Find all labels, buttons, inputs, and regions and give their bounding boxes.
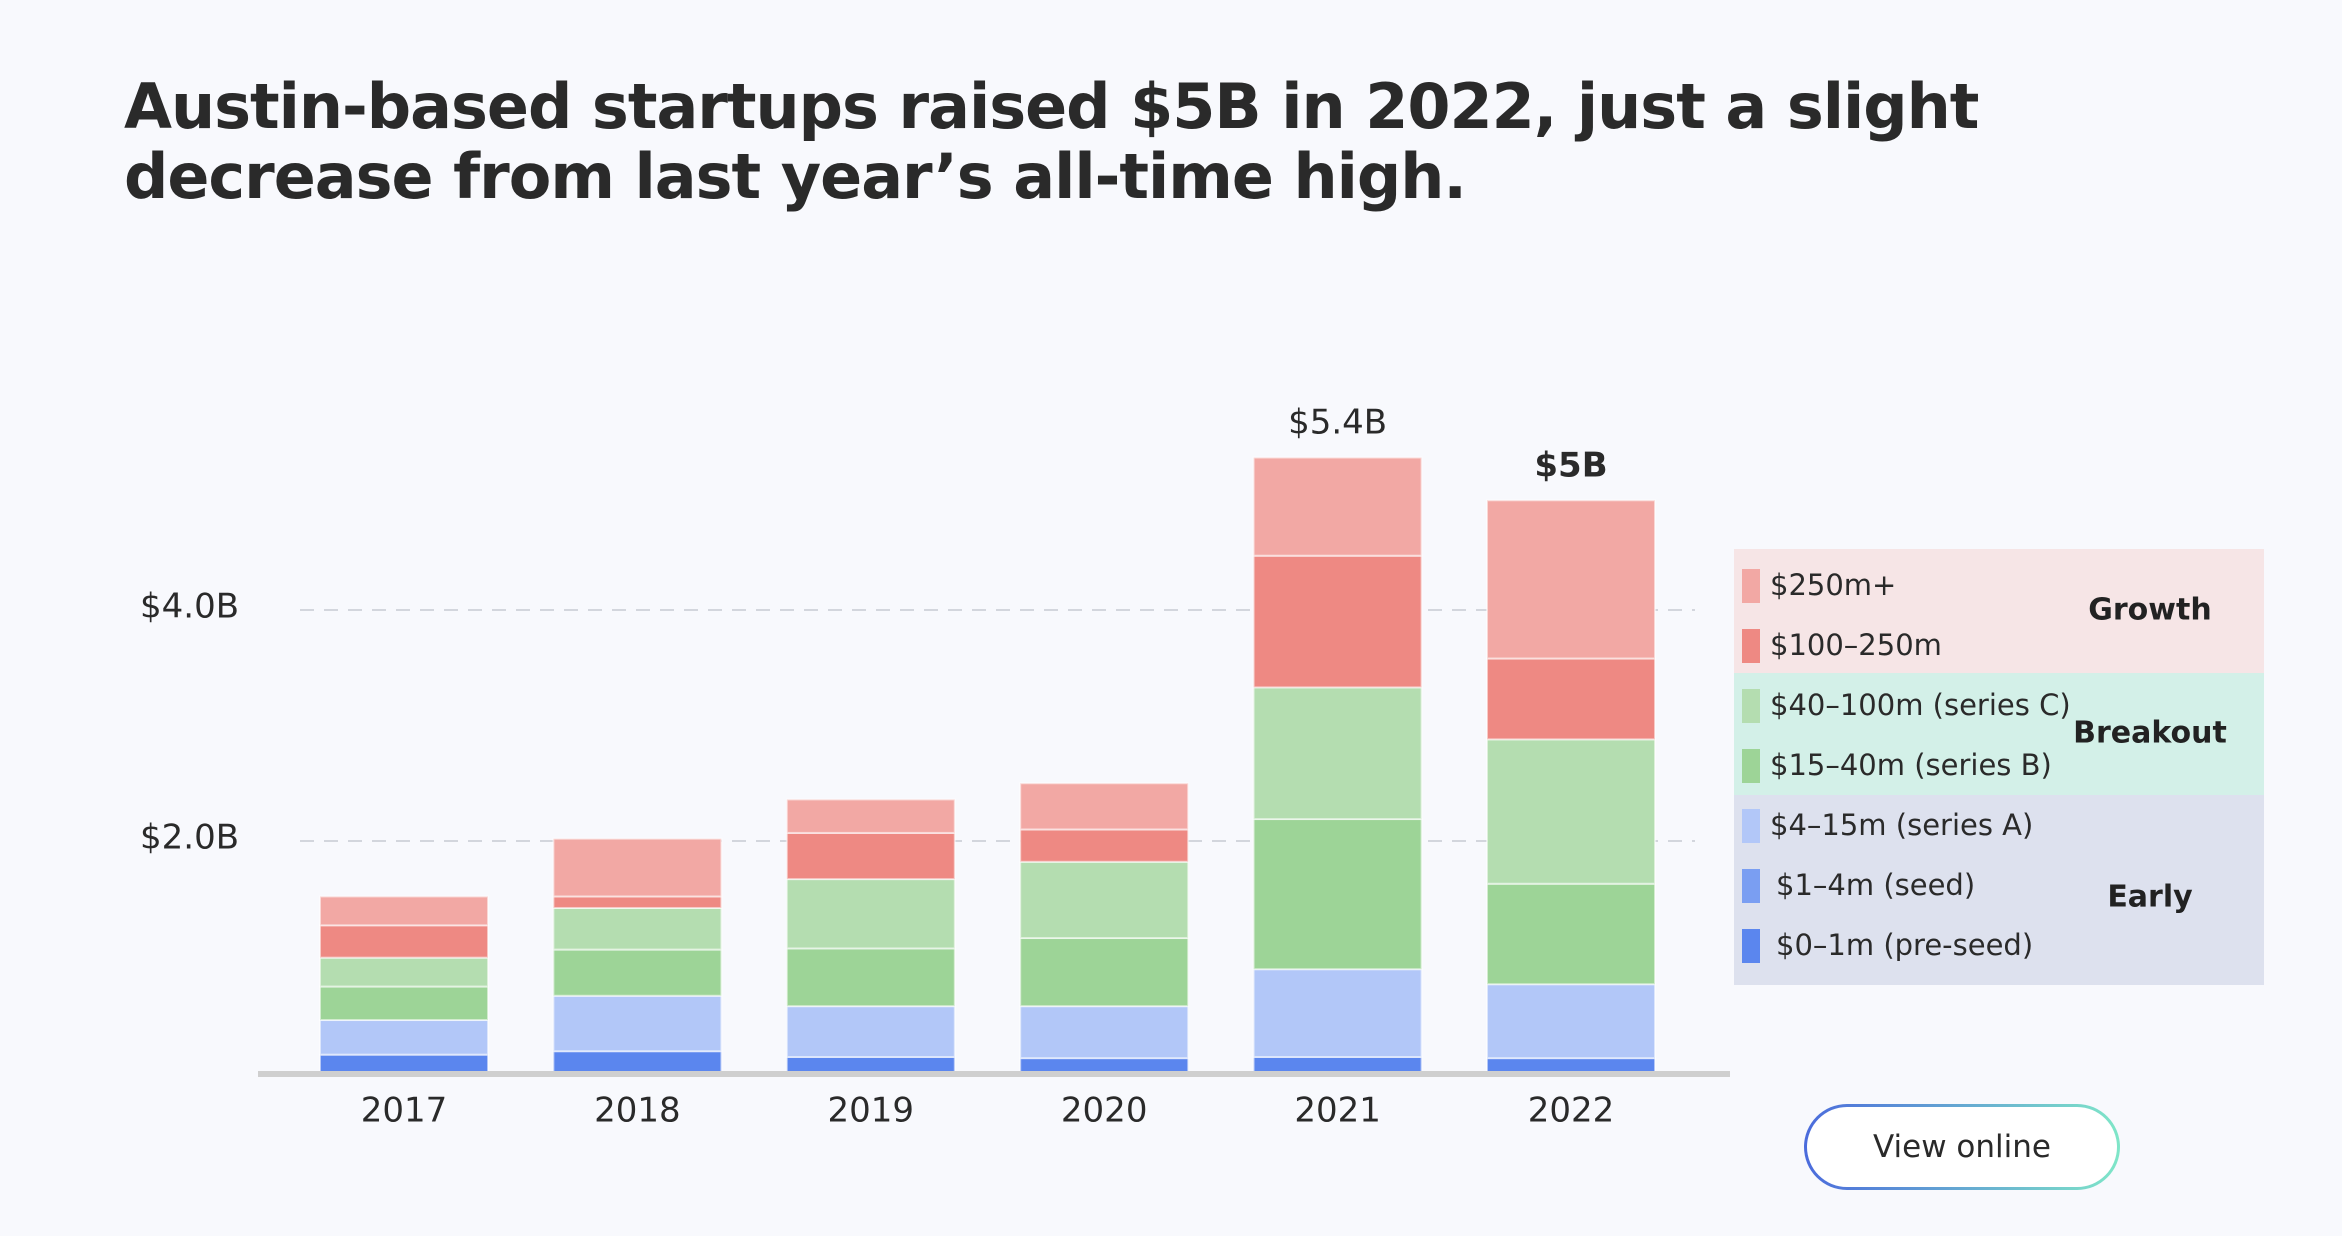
bar-segment	[1252, 1055, 1423, 1073]
bar-segment	[1019, 860, 1190, 940]
bar-segment	[785, 947, 956, 1008]
bar-segment	[552, 1050, 723, 1073]
legend-swatch	[1742, 929, 1760, 963]
bars	[319, 456, 1656, 1074]
bar-segment	[319, 924, 489, 959]
bar-segment	[319, 1053, 489, 1074]
x-tick-label: 2020	[1061, 1091, 1148, 1131]
bar-total-label: $5.4B	[1288, 403, 1387, 443]
y-tick-label: $2.0B	[140, 818, 239, 858]
bar-segment	[1019, 1005, 1190, 1060]
bar-segment	[319, 1019, 489, 1056]
legend-swatch	[1742, 689, 1760, 723]
bar-segment	[1486, 1057, 1656, 1074]
legend-item-label: $4–15m (series A)	[1770, 808, 2033, 842]
bar-segment	[1486, 499, 1656, 660]
legend-swatch	[1742, 809, 1760, 843]
bar-segment	[1252, 456, 1423, 557]
legend-group-label: Breakout	[2073, 716, 2227, 751]
bar-segment	[319, 956, 489, 988]
bar-segment	[1486, 882, 1656, 986]
bar-segment	[785, 798, 956, 834]
bar-segment	[1252, 818, 1423, 971]
bar-segment	[1252, 968, 1423, 1058]
bar-segment	[319, 895, 489, 927]
y-tick-label: $4.0B	[140, 587, 239, 627]
x-tick-label: 2018	[594, 1091, 681, 1131]
legend-item-label: $0–1m (pre-seed)	[1776, 928, 2033, 962]
legend-swatch	[1742, 869, 1760, 903]
legend-swatch	[1742, 629, 1760, 663]
legend-group-early	[1734, 795, 2264, 985]
bar-segment	[1252, 554, 1423, 689]
legend-group-growth	[1734, 549, 2264, 673]
legend: Growth $250m+ $100–250m Breakout$40–100m (s…	[1734, 549, 2264, 985]
bar-segment	[552, 994, 723, 1053]
bar-segment	[1486, 657, 1656, 741]
legend-group-label: Early	[2107, 880, 2193, 915]
legend-item-label: $100–250m	[1770, 628, 1942, 662]
legend-swatch	[1742, 569, 1760, 603]
axes: $2.0B $4.0B 2017 2018 2019 2020 2021 $5.4B 2022 $…	[140, 403, 1730, 1131]
bar-segment	[785, 831, 956, 881]
bar-segment	[552, 906, 723, 951]
bar-segment	[552, 837, 723, 898]
legend-swatch	[1742, 749, 1760, 783]
legend-item-label: $15–40m (series B)	[1770, 748, 2052, 782]
bar-segment	[552, 895, 723, 909]
page-title: Austin-based startups raised $5B in 2022…	[124, 70, 1979, 213]
bar-segment	[1019, 937, 1190, 1008]
bar-segment	[1019, 828, 1190, 863]
bar-segment	[785, 1005, 956, 1058]
x-tick-label: 2022	[1528, 1091, 1615, 1131]
x-tick-label: 2019	[828, 1091, 915, 1131]
x-tick-label: 2021	[1294, 1091, 1381, 1131]
grid-lines	[300, 609, 1695, 842]
view-online-button[interactable]: View online	[1804, 1104, 2120, 1190]
legend-item-label: $250m+	[1770, 568, 1896, 602]
bar-total-label: $5B	[1534, 445, 1607, 485]
x-tick-label: 2017	[361, 1091, 448, 1131]
legend-item-label: $40–100m (series C)	[1770, 688, 2071, 722]
bar-segment	[1252, 686, 1423, 821]
bar-segment	[1019, 1057, 1190, 1074]
bar-segment	[785, 878, 956, 950]
bar-segment	[1019, 782, 1190, 831]
legend-group-breakout	[1734, 673, 2264, 795]
bar-segment	[319, 985, 489, 1022]
legend-item-label: $1–4m (seed)	[1776, 868, 1975, 902]
bar-segment	[785, 1055, 956, 1073]
bar-segment	[552, 948, 723, 997]
legend-group-label: Growth	[2088, 593, 2211, 628]
bar-segment	[1486, 983, 1656, 1060]
bar-segment	[1486, 738, 1656, 885]
